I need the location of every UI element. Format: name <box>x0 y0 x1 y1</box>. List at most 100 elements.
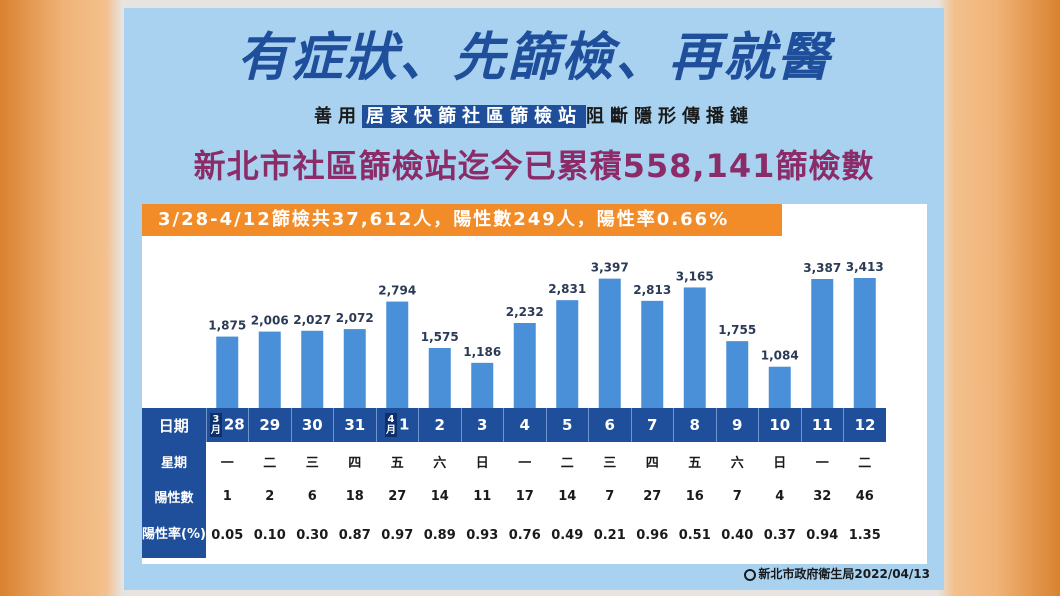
positive-cell: 7 <box>732 488 742 504</box>
weekday-cell: 六 <box>730 455 744 471</box>
date-label: 29 <box>259 416 281 434</box>
weekday-cell: 二 <box>560 455 574 471</box>
month-tag: 4月 <box>385 413 398 437</box>
bar <box>471 362 494 408</box>
date-cell: 2 <box>418 408 461 442</box>
positive-row: 陽性數 1 2 6 18 27 14 11 17 14 7 27 16 7 4 32 46 <box>142 480 886 512</box>
date-cell: 12 <box>843 408 886 442</box>
weekday-cell: 五 <box>688 455 702 471</box>
positive-cell: 14 <box>430 488 449 504</box>
rate-cell: 0.97 <box>381 527 414 543</box>
subtitle-highlight: 居家快篩社區篩檢站 <box>362 105 586 128</box>
positive-cell: 27 <box>388 488 407 504</box>
rate-cell: 0.37 <box>763 527 796 543</box>
subtitle-suffix: 阻斷隱形傳播鏈 <box>586 106 754 127</box>
rate-cell: 0.05 <box>211 527 244 543</box>
bar <box>513 322 536 408</box>
rate-cell: 0.89 <box>423 527 456 543</box>
positive-label: 陽性數 <box>142 480 206 512</box>
weekday-row: 星期 一 二 三 四 五 六 日 一 二 三 四 五 六 日 一 二 <box>142 442 886 480</box>
bar <box>556 300 579 408</box>
bar-value-label: 2,027 <box>293 313 331 327</box>
subtitle-prefix: 善用 <box>314 106 362 127</box>
rate-cell: 0.96 <box>636 527 669 543</box>
date-label: 2 <box>434 416 445 434</box>
bar-value-label: 2,813 <box>633 283 671 297</box>
bar <box>853 278 876 408</box>
date-label: 6 <box>604 416 615 434</box>
footer-credit: 新北市政府衛生局2022/04/13 <box>744 565 930 582</box>
date-cell: 9 <box>715 408 759 442</box>
rate-cell: 0.21 <box>593 527 626 543</box>
footer-text: 新北市政府衛生局2022/04/13 <box>758 567 930 581</box>
rate-cell: 0.51 <box>678 527 711 543</box>
rate-cell: 0.94 <box>806 527 839 543</box>
positive-cell: 1 <box>222 488 232 504</box>
weekday-cell: 一 <box>220 455 234 471</box>
rate-cell: 0.87 <box>338 527 371 543</box>
date-label: 10 <box>769 416 791 434</box>
bar <box>598 278 621 408</box>
bar-value-label: 1,084 <box>761 349 799 363</box>
summary-banner: 3/28-4/12篩檢共37,612人，陽性數249人，陽性率0.66% <box>142 204 782 236</box>
date-label: 1 <box>399 415 410 434</box>
bar <box>726 341 749 408</box>
month-tag: 3月 <box>209 413 222 437</box>
rate-cell: 0.40 <box>721 527 754 543</box>
date-label: 3 <box>477 416 488 434</box>
positive-cell: 2 <box>265 488 275 504</box>
date-cell: 4月 1 <box>375 408 419 442</box>
bar-value-label: 3,413 <box>846 260 884 274</box>
weekday-cell: 三 <box>603 455 617 471</box>
date-label: 11 <box>811 416 833 434</box>
bar <box>428 348 451 408</box>
rate-cell: 0.93 <box>466 527 499 543</box>
poster: 有症狀、先篩檢、再就醫 善用 居家快篩社區篩檢站 阻斷隱形傳播鏈 新北市社區篩檢站迄… <box>124 8 944 590</box>
date-cell: 31 <box>333 408 376 442</box>
weekday-cell: 一 <box>518 455 532 471</box>
weekday-cell: 二 <box>858 455 872 471</box>
date-label: 28 <box>223 415 245 434</box>
poster-subtitle: 善用 居家快篩社區篩檢站 阻斷隱形傳播鏈 <box>124 104 944 130</box>
date-label: 9 <box>732 416 743 434</box>
bar-value-label: 3,387 <box>803 261 841 275</box>
date-label: 5 <box>562 416 573 434</box>
bar <box>811 278 834 408</box>
positive-cell: 46 <box>855 488 874 504</box>
health-bureau-logo-icon <box>744 569 757 581</box>
positive-cell: 18 <box>345 488 364 504</box>
rate-cell: 0.10 <box>253 527 286 543</box>
date-cell: 4 <box>503 408 546 442</box>
positive-cell: 11 <box>473 488 492 504</box>
date-cell: 10 <box>758 408 801 442</box>
bar <box>258 331 281 408</box>
bar <box>641 300 664 408</box>
date-label: 30 <box>301 416 323 434</box>
bar-value-label: 2,794 <box>378 284 416 298</box>
positive-cell: 16 <box>685 488 704 504</box>
weekday-cell: 三 <box>305 455 319 471</box>
bar-value-label: 2,072 <box>336 311 374 325</box>
bar <box>386 301 409 408</box>
date-cell: 29 <box>248 408 291 442</box>
bar <box>683 287 706 408</box>
weekday-label: 星期 <box>142 442 206 480</box>
date-row: 日期 3月 28 29 30 31 4月 1 2 3 4 5 6 7 8 9 10 11 12 <box>142 408 886 442</box>
bar-value-label: 3,165 <box>676 269 714 283</box>
data-table: 日期 3月 28 29 30 31 4月 1 2 3 4 5 6 7 8 9 10 11 12 星期 一二三四五六… <box>142 408 886 558</box>
weekday-cell: 四 <box>348 455 362 471</box>
positive-cell: 32 <box>813 488 832 504</box>
date-cell: 6 <box>588 408 631 442</box>
rate-cell: 0.76 <box>508 527 541 543</box>
rate-cell: 1.35 <box>848 527 881 543</box>
weekday-cell: 日 <box>475 455 489 471</box>
positive-cell: 4 <box>775 488 785 504</box>
rate-cell: 0.30 <box>296 527 329 543</box>
date-label: 4 <box>519 416 530 434</box>
positive-cell: 17 <box>515 488 534 504</box>
bar <box>301 330 324 408</box>
bar-value-label: 1,755 <box>718 323 756 337</box>
weekday-cell: 二 <box>263 455 277 471</box>
positive-cell: 6 <box>307 488 317 504</box>
rate-cell: 0.49 <box>551 527 584 543</box>
